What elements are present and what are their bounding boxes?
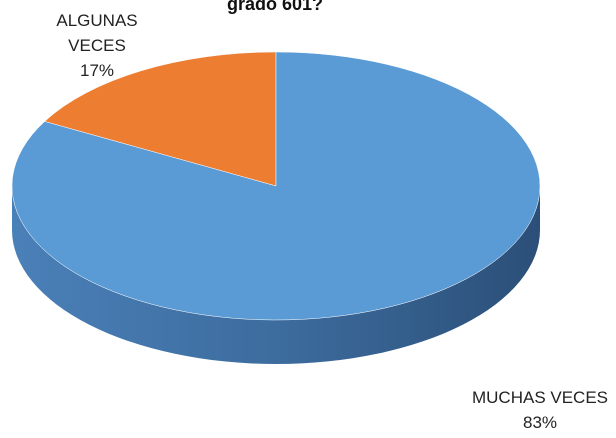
pie-side [12,186,540,364]
value-label: 17% [79,61,115,80]
category-label: ALGUNAS VECES [56,11,138,55]
slice-label: MUCHAS VECES 83% [460,385,616,435]
pie-slice [44,51,277,187]
chart-title: grado 601? [226,0,324,14]
value-label: 83% [522,413,558,432]
category-label: MUCHAS VECES [471,388,609,407]
pie-slice [11,51,541,321]
slice-label: ALGUNAS VECES 17% [42,8,152,83]
